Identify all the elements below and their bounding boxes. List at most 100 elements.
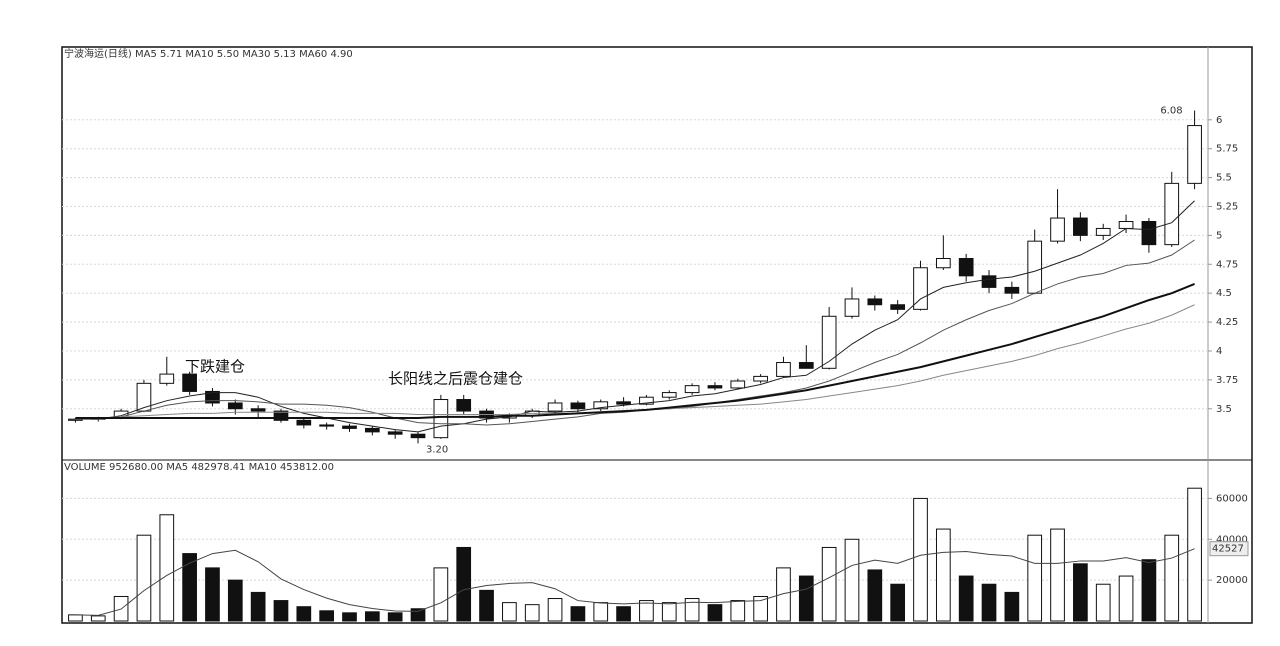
candle-body (1187, 125, 1202, 184)
current-label-box (1209, 541, 1249, 557)
low-label: 3.20 (426, 444, 448, 455)
candle-body (159, 373, 175, 384)
candle-body (981, 275, 997, 288)
candle-body (798, 362, 814, 369)
candle-body (342, 425, 357, 429)
y-tick-label: 4.5 (1216, 288, 1232, 299)
volume-bar (844, 538, 860, 622)
candle-body (1073, 217, 1088, 236)
volume-bar (433, 567, 449, 622)
volume-bar (502, 602, 517, 622)
volume-bar (90, 615, 106, 622)
candle-body (867, 298, 883, 306)
y-tick-label: 4 (1216, 346, 1222, 357)
candle-body (433, 399, 449, 439)
volume-bar (798, 575, 814, 622)
volume-bar (227, 579, 243, 622)
candle-body (1141, 221, 1157, 246)
candle-body (913, 267, 928, 310)
volume-bar (890, 583, 906, 622)
y-tick-label: 5.5 (1216, 173, 1232, 184)
candle-body (205, 390, 220, 404)
candle-body (182, 373, 197, 392)
volume-bar (250, 591, 266, 622)
volume-bar (1050, 528, 1065, 622)
candle-body (661, 392, 677, 398)
candle-body (730, 380, 746, 389)
volume-bar (319, 610, 335, 622)
candle-body (958, 258, 974, 277)
volume-bar (935, 528, 951, 622)
volume-bar (958, 575, 974, 622)
y-tick-label: 5.75 (1216, 144, 1238, 155)
candle-body (319, 424, 335, 427)
volume-bar (913, 497, 928, 622)
volume-bar (68, 614, 83, 622)
volume-bar (524, 604, 540, 622)
volume-bar (1095, 583, 1111, 622)
volume-bar (593, 602, 609, 622)
volume-bar (753, 595, 768, 622)
volume-bar (182, 553, 197, 622)
volume-bar (684, 598, 700, 622)
volume-bar (205, 567, 220, 622)
candle-body (639, 396, 654, 405)
volume-bar (547, 598, 563, 622)
volume-bar (707, 604, 723, 622)
volume-bar (296, 606, 312, 622)
volume-bar (342, 612, 357, 622)
candle-body (593, 401, 609, 410)
candle-body (684, 385, 700, 394)
ma-line (75, 283, 1195, 420)
volume-bar (1027, 534, 1043, 622)
candle-body (707, 385, 723, 389)
volume-bar (730, 600, 746, 622)
volume-bar (456, 546, 472, 622)
y-tick-label: 60000 (1216, 493, 1248, 504)
volume-bar (410, 608, 426, 622)
volume-bar (1187, 487, 1202, 622)
volume-bar (570, 606, 586, 622)
y-tick-label: 20000 (1216, 575, 1248, 586)
volume-bar (1004, 591, 1020, 622)
ma-line (75, 548, 1195, 616)
candle-body (456, 399, 472, 412)
candle-body (821, 315, 837, 369)
candle-body (844, 298, 860, 317)
ma-line (75, 200, 1195, 433)
candle-body (1004, 286, 1020, 294)
candle-body (570, 402, 586, 410)
candle-body (1027, 240, 1043, 294)
candle-body (387, 431, 403, 435)
volume-bar (1164, 534, 1180, 622)
candle-body (1050, 217, 1065, 242)
volume-bar (616, 606, 631, 622)
y-tick-label: 4.25 (1216, 317, 1238, 328)
frame (61, 46, 1253, 624)
volume-bar (159, 514, 175, 622)
volume-bar (387, 612, 403, 622)
volume-bar (1073, 563, 1088, 622)
candle-body (1164, 182, 1180, 246)
candle-body (227, 402, 243, 410)
candle-body (935, 258, 951, 269)
volume-bar (1118, 575, 1134, 622)
price-title: 宁波海运(日线) MA5 5.71 MA10 5.50 MA30 5.13 MA… (64, 47, 353, 60)
y-tick-label: 5 (1216, 230, 1222, 241)
volume-bar (364, 611, 380, 622)
volume-bar (639, 600, 654, 622)
volume-bar (867, 569, 883, 622)
candle-body (136, 382, 152, 412)
volume-bar (776, 567, 791, 622)
candle-body (296, 419, 312, 426)
volume-bar (479, 589, 494, 622)
annotation: 长阳线之后震仓建仓 (388, 370, 523, 388)
candle-body (547, 402, 563, 412)
y-tick-label: 3.5 (1216, 404, 1232, 415)
volume-bar (273, 600, 289, 622)
y-tick-label: 4.75 (1216, 259, 1238, 270)
candle-body (273, 410, 289, 421)
candle-body (616, 401, 631, 405)
